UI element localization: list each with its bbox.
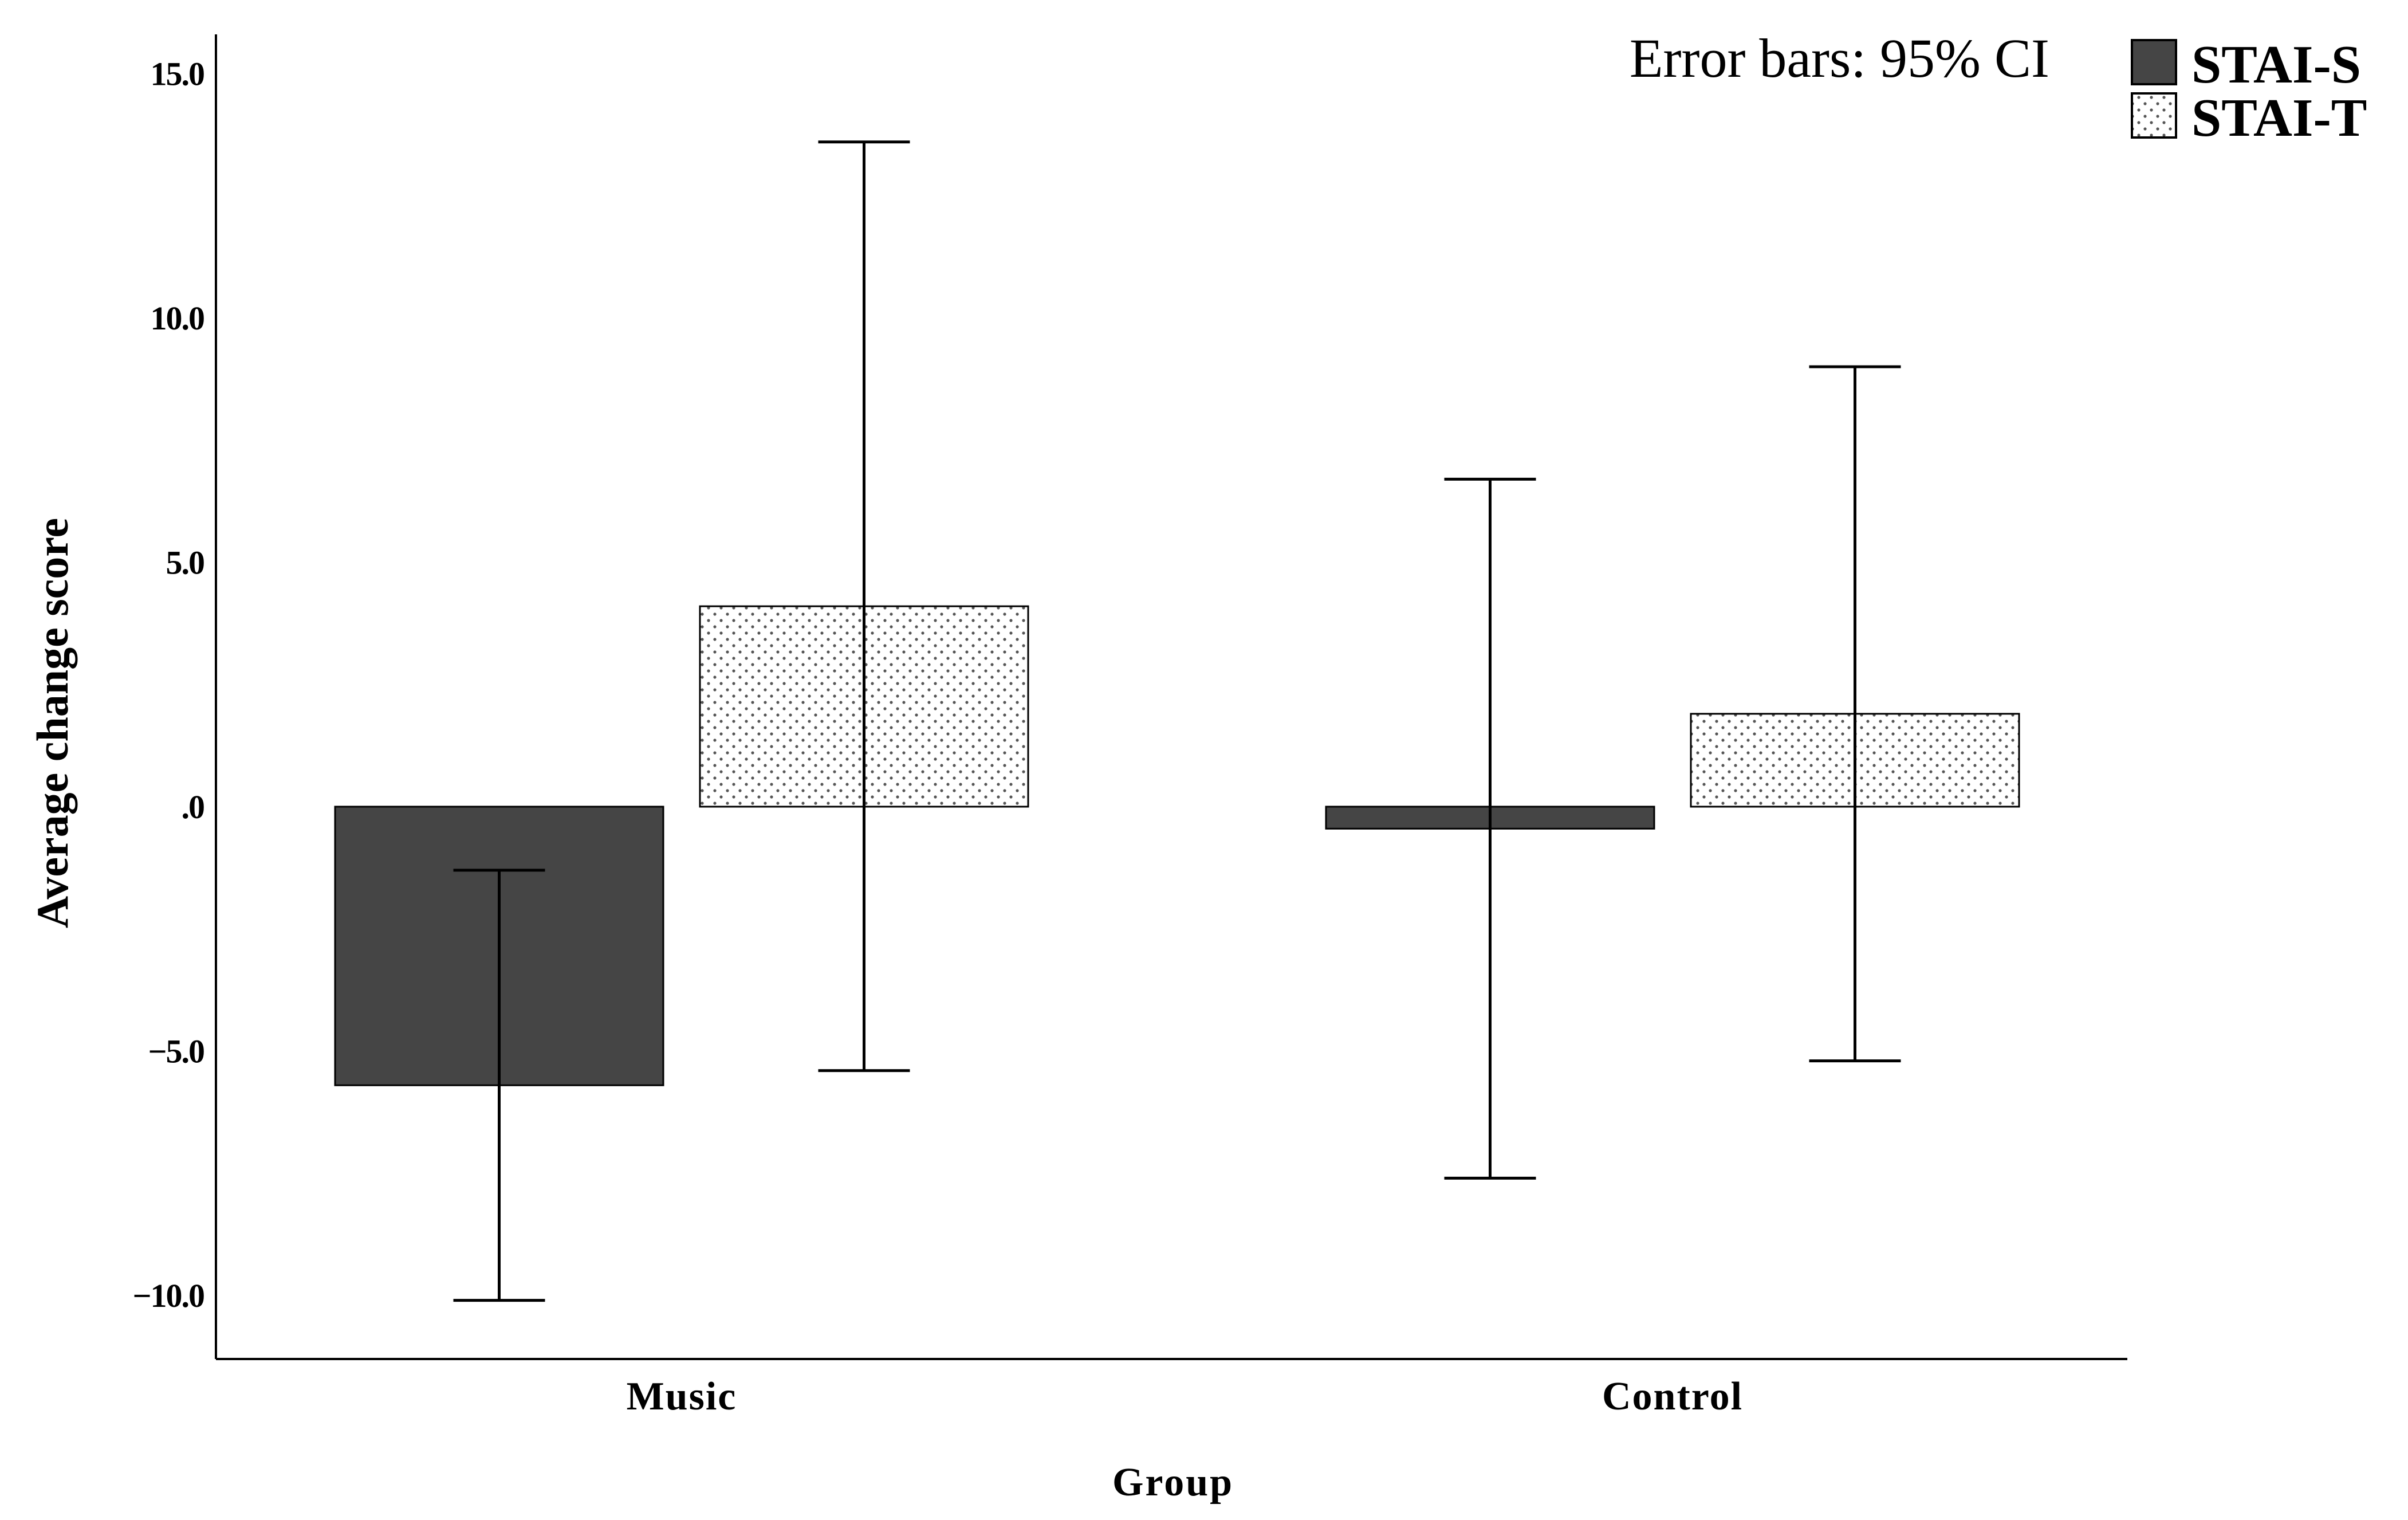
error-bars	[453, 140, 1901, 1302]
legend-swatch-stai-t	[2131, 92, 2177, 139]
axes	[215, 34, 2127, 1360]
y-axis-title: Average change score	[27, 518, 77, 928]
x-category-labels: Music Control	[627, 1374, 1743, 1419]
y-tick-label: −10.0	[132, 1277, 204, 1314]
y-tick-labels: −10.0 −5.0 .0 5.0 10.0 15.0	[132, 55, 205, 1314]
legend-label-stai-t: STAI-T	[2191, 88, 2367, 148]
x-category-label: Control	[1602, 1374, 1743, 1419]
y-tick-label: 5.0	[166, 544, 204, 581]
y-tick-label: .0	[182, 788, 204, 826]
legend: STAI-S STAI-T	[2131, 35, 2367, 148]
y-tick-label: 15.0	[151, 55, 204, 92]
bars	[334, 605, 2020, 1086]
x-category-label: Music	[627, 1374, 737, 1419]
x-axis-title: Group	[1112, 1460, 1234, 1505]
y-tick-label: 10.0	[151, 300, 204, 337]
legend-swatch-stai-s	[2131, 39, 2177, 85]
legend-label-stai-s: STAI-S	[2191, 35, 2361, 95]
error-bars-annotation: Error bars: 95% CI	[1630, 28, 2049, 89]
y-tick-label: −5.0	[148, 1033, 204, 1070]
